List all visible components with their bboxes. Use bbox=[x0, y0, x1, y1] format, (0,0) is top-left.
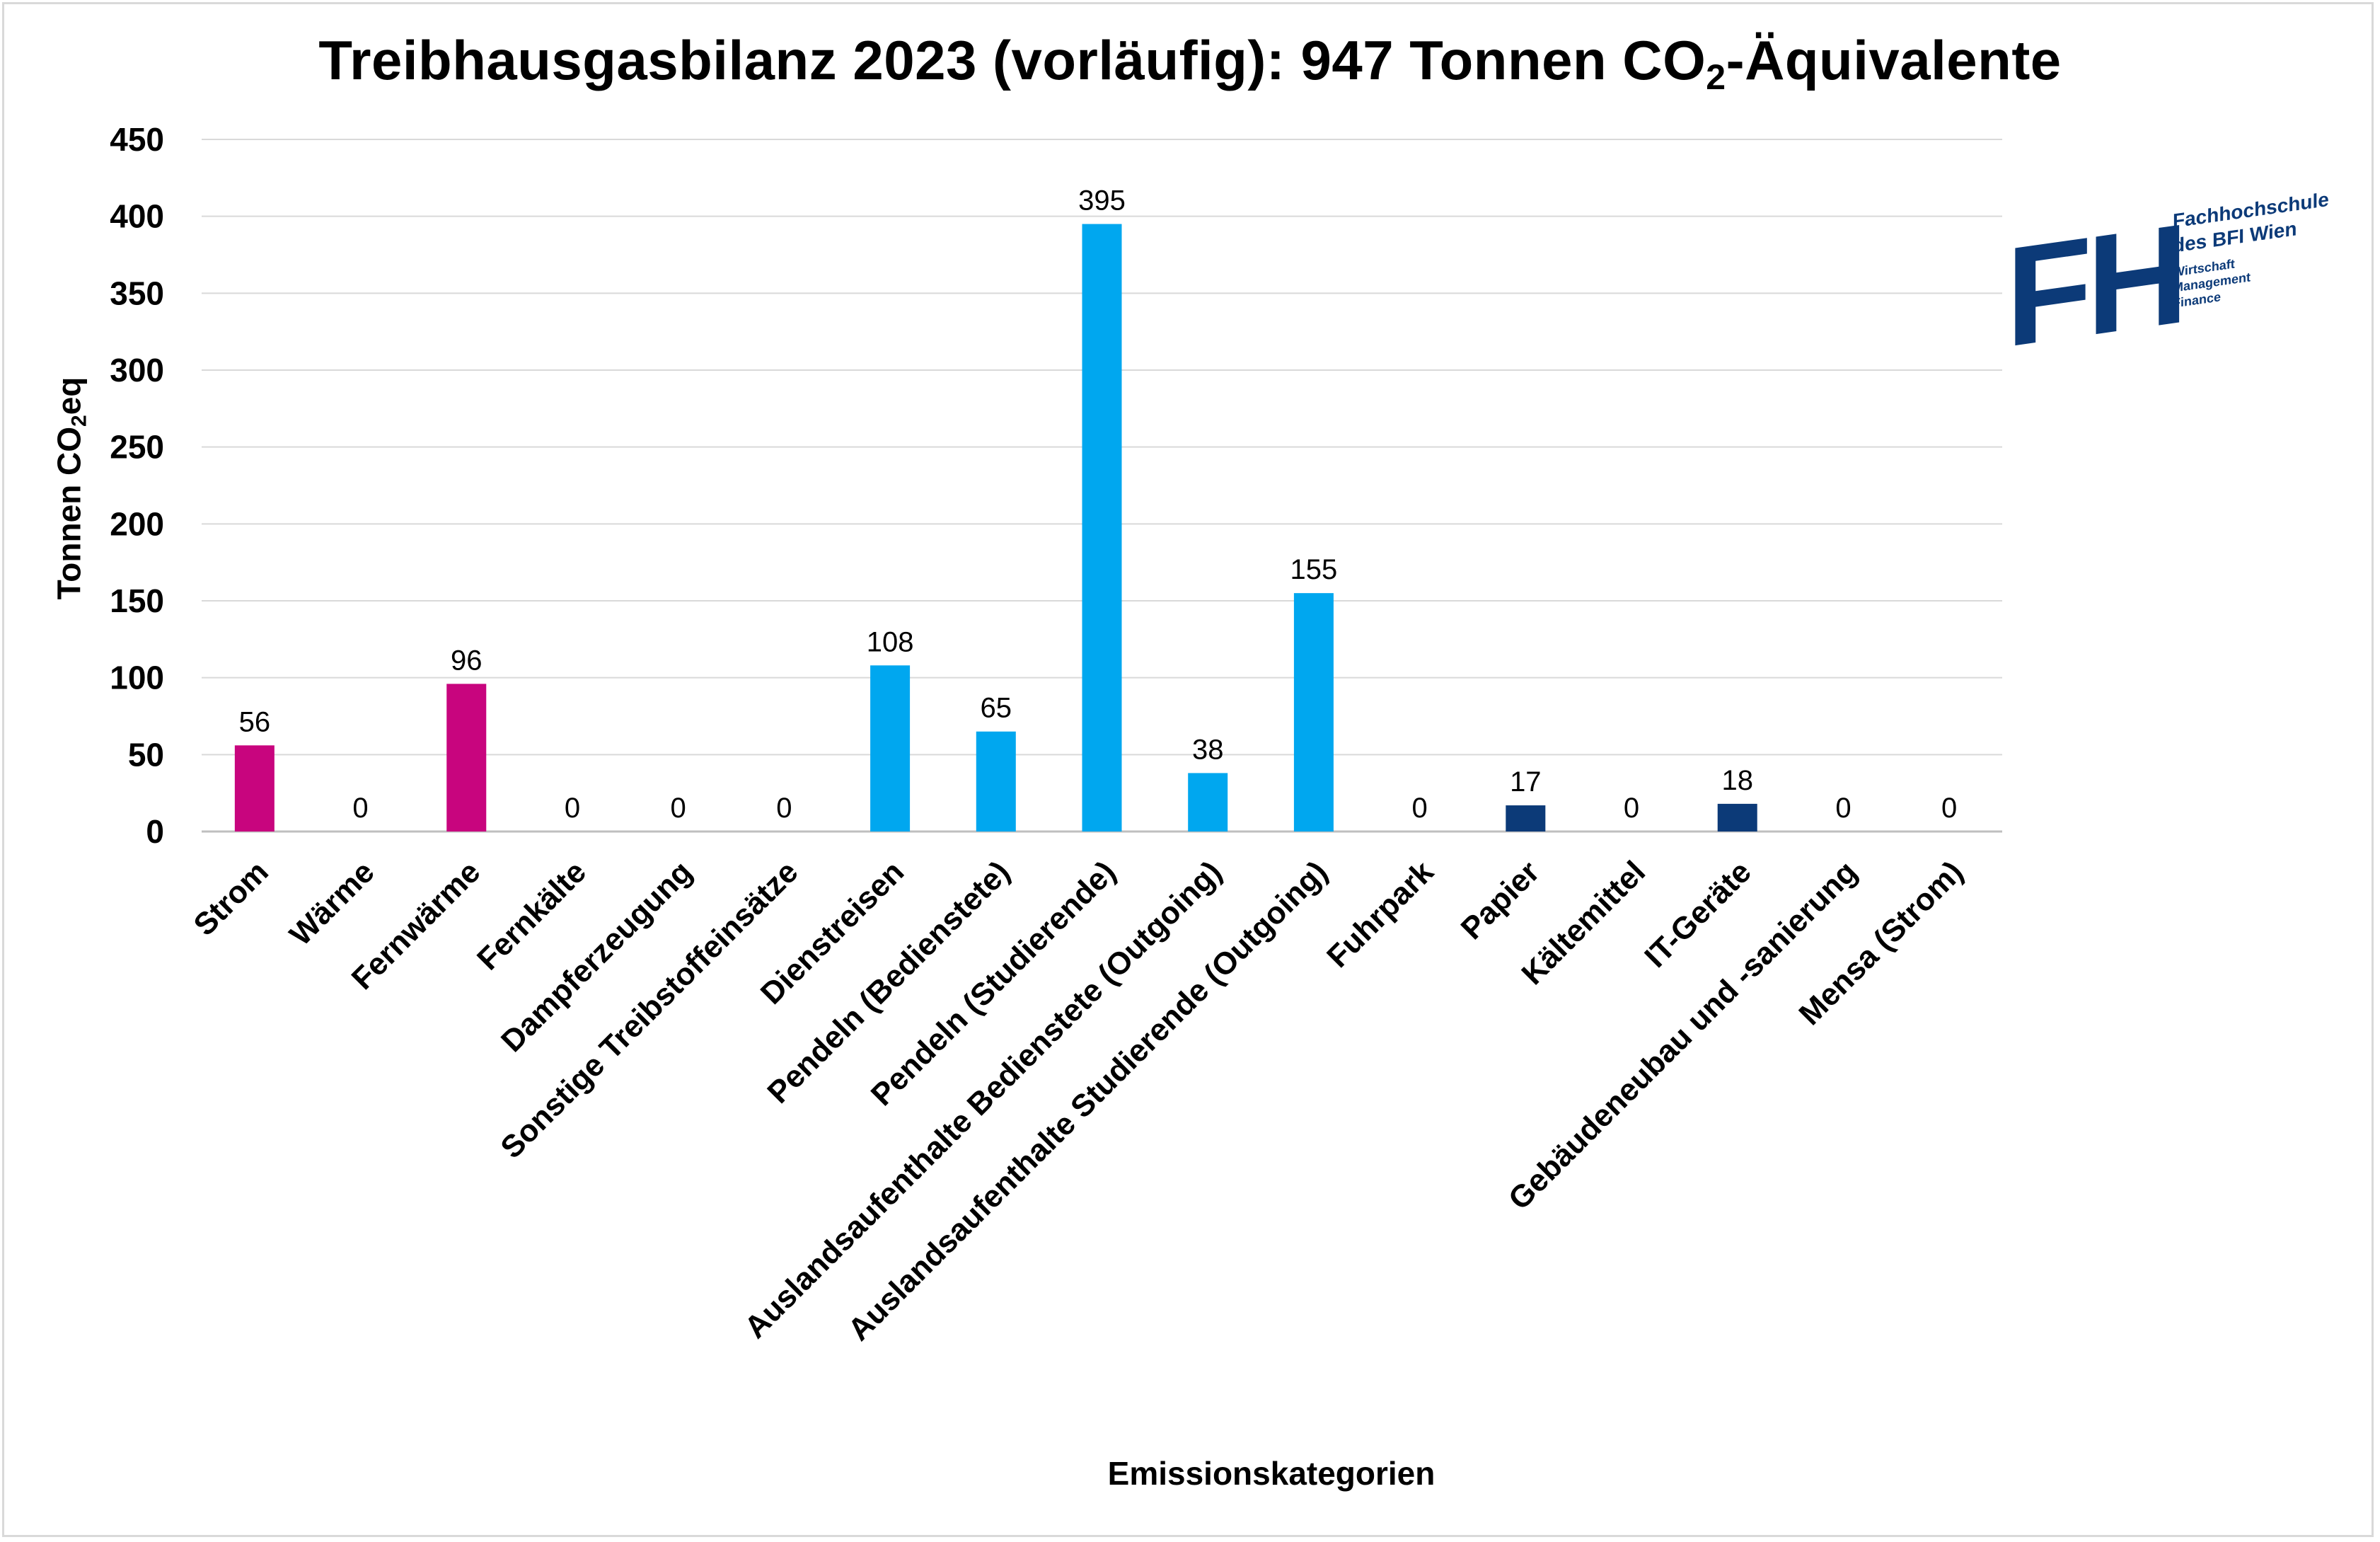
bar bbox=[1717, 803, 1757, 832]
x-tick-label: Wärme bbox=[283, 854, 381, 952]
data-label: 65 bbox=[981, 693, 1012, 724]
data-label: 56 bbox=[239, 706, 271, 737]
x-tick-label: Auslandsaufenthalte Bedienstete (Outgoin… bbox=[738, 854, 1228, 1345]
bar bbox=[1082, 224, 1122, 832]
y-tick-labels: 0 50 100 150 200 250 300 350 400 450 bbox=[110, 121, 164, 850]
x-tick-label: Strom bbox=[187, 854, 275, 943]
fh-bfi-wien-logo: FH Fachhochschule des BFI Wien Wirtschaf… bbox=[2006, 188, 2329, 361]
x-tick-label: Papier bbox=[1455, 854, 1547, 946]
data-label: 155 bbox=[1290, 554, 1338, 585]
bar bbox=[976, 731, 1016, 832]
y-tick-label: 350 bbox=[110, 275, 164, 311]
x-tick-label: Dampferzeugung bbox=[495, 854, 699, 1059]
data-label: 18 bbox=[1721, 765, 1753, 796]
logo-mark: FH bbox=[2006, 194, 2183, 361]
y-tick-label: 250 bbox=[110, 429, 164, 466]
bar bbox=[234, 745, 275, 832]
bars bbox=[234, 224, 1757, 832]
data-label: 0 bbox=[776, 793, 792, 824]
data-label: 0 bbox=[671, 793, 686, 824]
logo-wordmark: FH Fachhochschule des BFI Wien Wirtschaf… bbox=[2006, 188, 2329, 361]
bar bbox=[1188, 773, 1228, 832]
chart-title-subscript: 2 bbox=[1706, 57, 1726, 97]
data-label: 38 bbox=[1192, 734, 1224, 765]
data-label: 0 bbox=[565, 793, 580, 824]
bar bbox=[1506, 805, 1546, 832]
data-label: 0 bbox=[352, 793, 368, 824]
data-label: 395 bbox=[1078, 185, 1126, 217]
y-tick-label: 0 bbox=[146, 813, 164, 850]
x-axis-label: Emissionskategorien bbox=[1107, 1455, 1435, 1492]
y-tick-label: 100 bbox=[110, 660, 164, 696]
data-label: 0 bbox=[1624, 793, 1639, 824]
bar bbox=[870, 665, 911, 832]
y-tick-label: 50 bbox=[128, 736, 164, 773]
bar bbox=[446, 684, 487, 832]
x-tick-label: Auslandsaufenthalte Studierende (Outgoin… bbox=[841, 854, 1334, 1347]
y-tick-label: 200 bbox=[110, 505, 164, 542]
data-label: 96 bbox=[451, 645, 483, 676]
data-label: 0 bbox=[1411, 793, 1427, 824]
chart-title-main: Treibhausgasbilanz 2023 (vorläufig): 947… bbox=[318, 29, 1706, 91]
x-tick-label: Fuhrpark bbox=[1320, 854, 1440, 974]
data-label: 0 bbox=[1941, 793, 1957, 824]
chart-title-end: -Äquivalente bbox=[1726, 29, 2062, 91]
chart-title: Treibhausgasbilanz 2023 (vorläufig): 947… bbox=[0, 28, 2380, 98]
y-tick-label: 150 bbox=[110, 582, 164, 619]
data-label: 17 bbox=[1510, 766, 1542, 798]
y-tick-label: 450 bbox=[110, 121, 164, 158]
x-tick-labels: Strom WärmeFernwärmeFernkälteDampferzeugu… bbox=[187, 854, 1970, 1347]
bar bbox=[1293, 593, 1334, 832]
data-label: 0 bbox=[1835, 793, 1851, 824]
data-labels: 56 0 96 0 0 0 108 65 395 38 155 0 17 0 18 0 0 bbox=[239, 185, 1958, 824]
y-tick-label: 400 bbox=[110, 198, 164, 235]
data-label: 108 bbox=[867, 626, 914, 657]
y-tick-label: 300 bbox=[110, 352, 164, 389]
